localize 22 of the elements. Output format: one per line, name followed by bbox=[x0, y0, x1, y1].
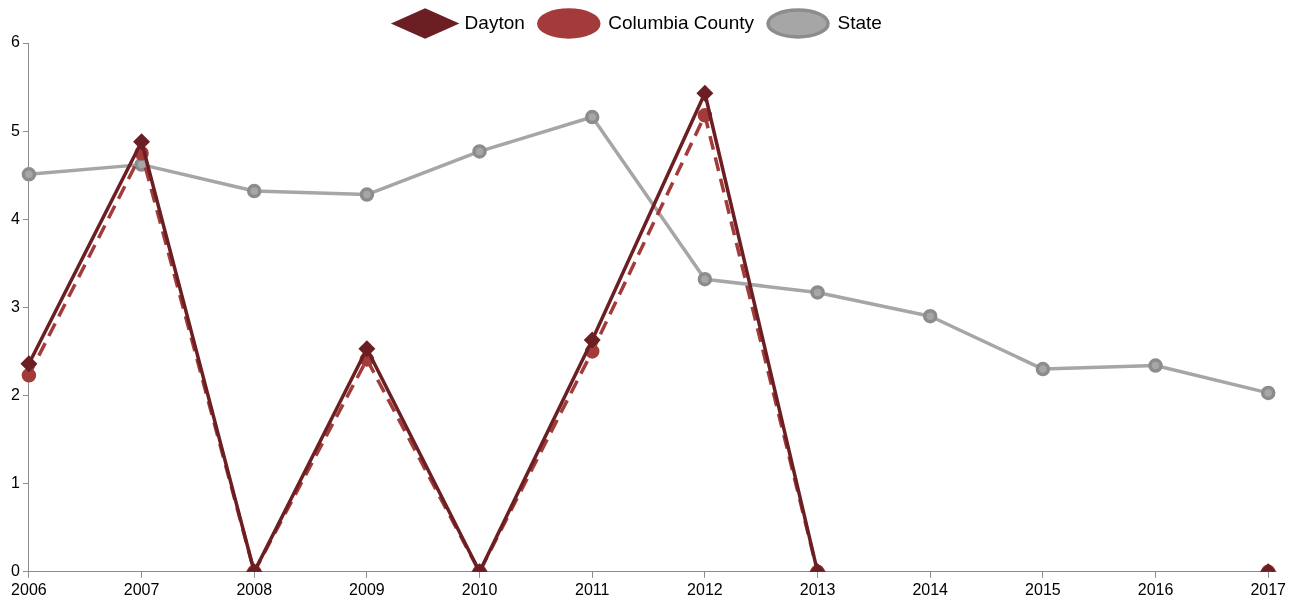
y-tick-label: 3 bbox=[10, 297, 20, 315]
x-tick-label: 2017 bbox=[1250, 580, 1287, 598]
x-tick-label: 2009 bbox=[349, 580, 385, 598]
x-tick-label: 2006 bbox=[11, 580, 47, 598]
x-tick-label: 2014 bbox=[912, 580, 949, 598]
y-tick-label: 1 bbox=[10, 474, 20, 492]
x-tick-label: 2011 bbox=[575, 580, 610, 598]
x-tick-label: 2008 bbox=[236, 580, 273, 598]
y-tick-label: 0 bbox=[10, 562, 20, 580]
y-tick-label: 5 bbox=[10, 121, 20, 139]
legend-label: State bbox=[837, 11, 882, 33]
y-tick-label: 6 bbox=[10, 33, 20, 51]
legend-label: Dayton bbox=[464, 11, 525, 33]
x-tick-label: 2015 bbox=[1025, 580, 1061, 598]
x-tick-label: 2010 bbox=[461, 580, 498, 598]
x-tick-label: 2007 bbox=[123, 580, 160, 598]
legend-label: Columbia County bbox=[608, 11, 755, 33]
x-tick-label: 2016 bbox=[1137, 580, 1174, 598]
y-tick-label: 2 bbox=[10, 385, 20, 403]
x-tick-label: 2012 bbox=[687, 580, 723, 598]
y-tick-label: 4 bbox=[10, 209, 20, 227]
x-tick-label: 2013 bbox=[799, 580, 836, 598]
